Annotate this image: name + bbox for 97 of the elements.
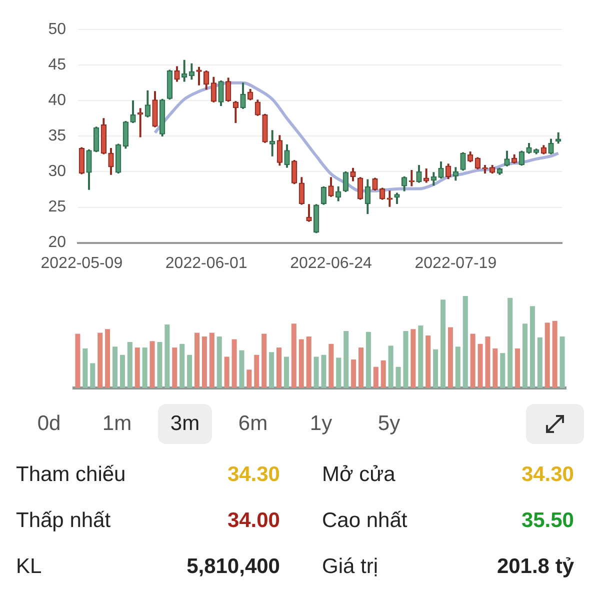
text: 34.00 — [227, 509, 280, 533]
text: 34.30 — [227, 463, 280, 487]
text: Cao nhất — [322, 509, 408, 533]
bar — [485, 336, 490, 388]
text: Tham chiếu — [16, 463, 126, 487]
bar — [508, 298, 513, 388]
bar — [544, 322, 550, 388]
bar — [98, 332, 103, 388]
bar — [492, 348, 498, 388]
text: 201.8 tỷ — [496, 555, 574, 579]
candlestick — [138, 108, 144, 138]
bar — [202, 336, 207, 388]
category-label: 0d — [36, 411, 62, 437]
bar — [164, 324, 170, 388]
bar — [396, 366, 401, 388]
bar — [216, 336, 222, 388]
bar — [306, 336, 312, 388]
bar — [336, 358, 342, 388]
bar — [388, 346, 394, 388]
y-tick-label: 35 — [48, 128, 66, 145]
bar — [478, 344, 483, 388]
bar — [552, 320, 558, 388]
bar — [440, 300, 446, 388]
bar — [560, 336, 565, 388]
bar — [120, 354, 125, 388]
bar — [433, 349, 438, 388]
bar — [209, 332, 214, 388]
bar — [403, 330, 408, 388]
x-tick-label: 2022-05-09 — [40, 254, 123, 272]
y-tick-label: 45 — [48, 56, 66, 74]
bar — [358, 348, 364, 388]
bar — [187, 354, 192, 388]
x-tick-label: 2022-06-24 — [290, 254, 372, 272]
bar — [537, 337, 542, 388]
bar — [127, 342, 132, 388]
bar — [291, 324, 296, 388]
text: 34.30 — [521, 463, 574, 487]
bar — [254, 354, 260, 388]
text: Mở cửa — [322, 463, 396, 487]
bar — [462, 296, 468, 388]
bar — [150, 341, 155, 388]
bar — [410, 329, 416, 388]
category-label: 6m — [237, 411, 269, 437]
bar — [515, 348, 520, 388]
bar — [90, 363, 96, 388]
bar — [82, 348, 88, 388]
category-label: 1m — [101, 411, 133, 437]
bar — [380, 360, 386, 388]
bar — [134, 348, 140, 388]
bar — [157, 342, 162, 388]
bar — [142, 348, 148, 388]
text: 5,810,400 — [186, 555, 280, 579]
category-label: 3m — [158, 404, 212, 444]
bar — [194, 332, 200, 388]
bar — [232, 339, 237, 388]
bar — [298, 339, 304, 388]
bar — [344, 330, 349, 388]
x-tick-label: 2022-06-01 — [165, 254, 248, 272]
bar — [448, 327, 453, 388]
category-label: 5y — [376, 411, 402, 437]
bar — [269, 352, 274, 388]
bar — [262, 334, 267, 388]
bar — [366, 332, 371, 388]
bar — [530, 306, 535, 388]
bar — [284, 356, 289, 388]
bar — [500, 353, 506, 388]
category-label: 1y — [308, 411, 334, 437]
bar — [426, 336, 431, 388]
y-tick-label: 30 — [48, 163, 66, 180]
bar — [314, 356, 319, 388]
bar — [246, 370, 252, 388]
text: Giá trị — [322, 555, 378, 579]
bar — [418, 325, 424, 388]
bar — [276, 348, 282, 388]
bar — [239, 350, 244, 388]
line-series — [154, 81, 560, 192]
bar — [224, 356, 230, 388]
text: 35.50 — [521, 509, 574, 533]
text: Thấp nhất — [16, 509, 111, 533]
bar — [470, 334, 476, 388]
y-tick-label: 50 — [48, 21, 66, 38]
bar — [112, 346, 118, 388]
bar — [351, 359, 356, 388]
y-tick-label: 20 — [48, 234, 66, 252]
bar — [455, 346, 460, 388]
bar — [180, 344, 185, 388]
x-tick-label: 2022-07-19 — [414, 254, 497, 272]
bar — [522, 324, 528, 388]
y-tick-label: 40 — [48, 92, 66, 110]
bar — [105, 329, 110, 388]
bar — [328, 344, 334, 388]
y-tick-label: 25 — [48, 198, 66, 216]
bar — [75, 334, 80, 388]
text: KL — [16, 555, 42, 579]
bar — [172, 348, 178, 388]
bar — [373, 366, 378, 388]
bar — [321, 354, 326, 388]
